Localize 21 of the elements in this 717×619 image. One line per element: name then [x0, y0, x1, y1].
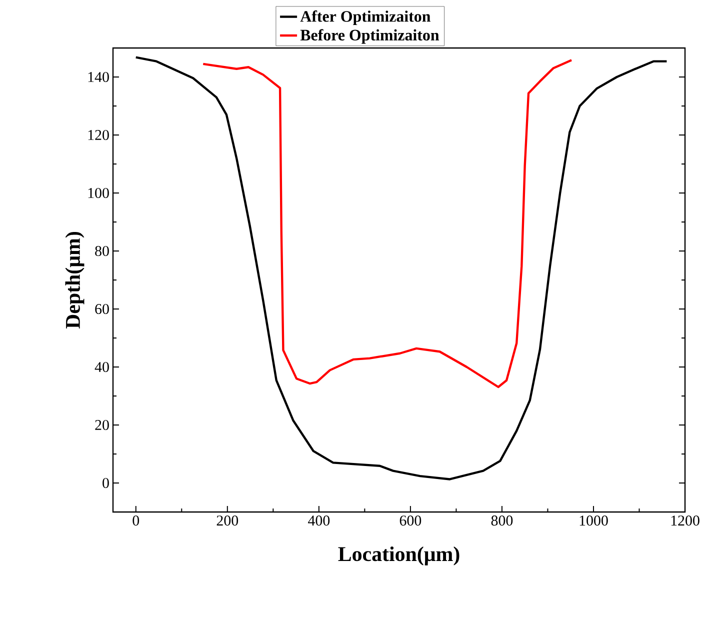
- y-tick-label: 20: [95, 420, 109, 430]
- line-series: [202, 59, 573, 388]
- x-tick-label: 1000: [580, 516, 608, 526]
- x-tick-label: 600: [400, 516, 422, 526]
- y-tick-label: 40: [94, 362, 109, 372]
- y-tick-label: 140: [88, 72, 109, 82]
- legend-label: Before Optimizaiton: [300, 29, 440, 44]
- x-tick-label: 800: [491, 516, 513, 526]
- x-axis-title: Location(μm): [338, 546, 460, 566]
- y-tick-label: 120: [88, 130, 109, 140]
- y-tick-label: 60: [95, 304, 109, 314]
- x-tick-label: 200: [216, 516, 238, 526]
- y-axis-title: Depth(μm): [65, 232, 84, 329]
- x-tick-label: 1200: [671, 516, 700, 526]
- y-tick-label: 80: [95, 246, 109, 256]
- line-series: [134, 56, 668, 480]
- x-tick-label: 0: [132, 516, 140, 526]
- legend-label: After Optimizaiton: [300, 10, 430, 26]
- x-tick-label: 400: [308, 516, 330, 526]
- y-tick-label: 0: [102, 478, 109, 488]
- y-tick-label: 100: [88, 188, 109, 198]
